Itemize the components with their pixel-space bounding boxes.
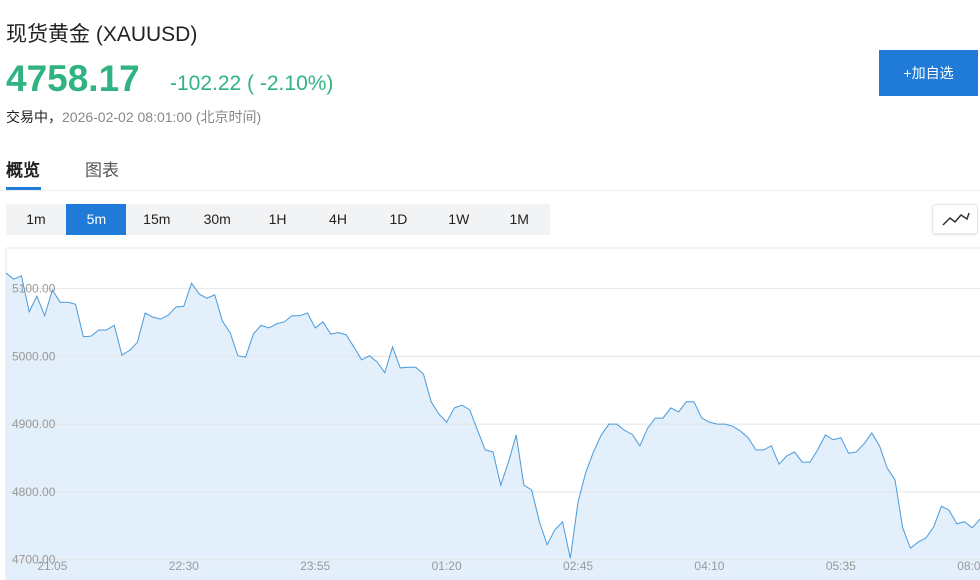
x-tick-label: 05:35 <box>826 559 856 573</box>
time: 2026-02-02 08:01:00 <box>62 109 192 125</box>
period-button[interactable]: 1W <box>448 211 470 227</box>
period-button[interactable]: 1H <box>268 211 287 227</box>
y-tick-label: 5000.00 <box>12 349 56 363</box>
period-bar: 1m 5m 15m 30m 1H 4H 1D 1W 1M <box>6 204 550 235</box>
status: 交易中， <box>6 109 62 125</box>
y-tick-label: 4800.00 <box>12 485 56 499</box>
period-button[interactable]: 30m <box>203 211 231 227</box>
tab[interactable]: 概览 <box>6 161 40 180</box>
title: 现货黄金 (XAUUSD) <box>6 23 198 46</box>
change: -102.22 ( -2.10%) <box>170 72 334 95</box>
period-button[interactable]: 1D <box>389 211 408 227</box>
price-line <box>5 272 980 559</box>
x-tick-label: 02:45 <box>563 559 593 573</box>
period-button[interactable]: 5m <box>66 204 127 235</box>
status-line: 交易中，2026-02-02 08:01:00 (北京时间) <box>6 107 261 127</box>
x-tick-label: 21:05 <box>37 559 67 573</box>
timezone: (北京时间) <box>195 109 262 125</box>
x-tick-label: 23:55 <box>300 559 330 573</box>
period-button[interactable]: 4H <box>329 211 347 227</box>
y-tick-label: 4900.00 <box>12 417 56 431</box>
chart-type-button[interactable] <box>932 204 978 234</box>
tab-underline <box>6 187 41 190</box>
add-watchlist-button[interactable]: +加自选 <box>879 50 978 96</box>
y-tick-label: 5100.00 <box>12 282 56 296</box>
x-tick-label: 01:20 <box>432 559 462 573</box>
area-fill <box>6 273 980 580</box>
x-tick-label: 08:00 <box>957 559 980 573</box>
x-tick-label: 22:30 <box>169 559 199 573</box>
price: 4758.17 <box>6 58 140 99</box>
period-button[interactable]: 1M <box>509 211 529 227</box>
tabs: 概览 图表 <box>0 150 980 191</box>
x-tick-label: 04:10 <box>694 559 724 573</box>
chart-icon <box>942 212 970 226</box>
period-button[interactable]: 15m <box>143 211 171 227</box>
period-button[interactable]: 1m <box>26 211 46 227</box>
tab[interactable]: 图表 <box>85 161 119 180</box>
y-tick-label: 4700.00 <box>12 553 56 567</box>
